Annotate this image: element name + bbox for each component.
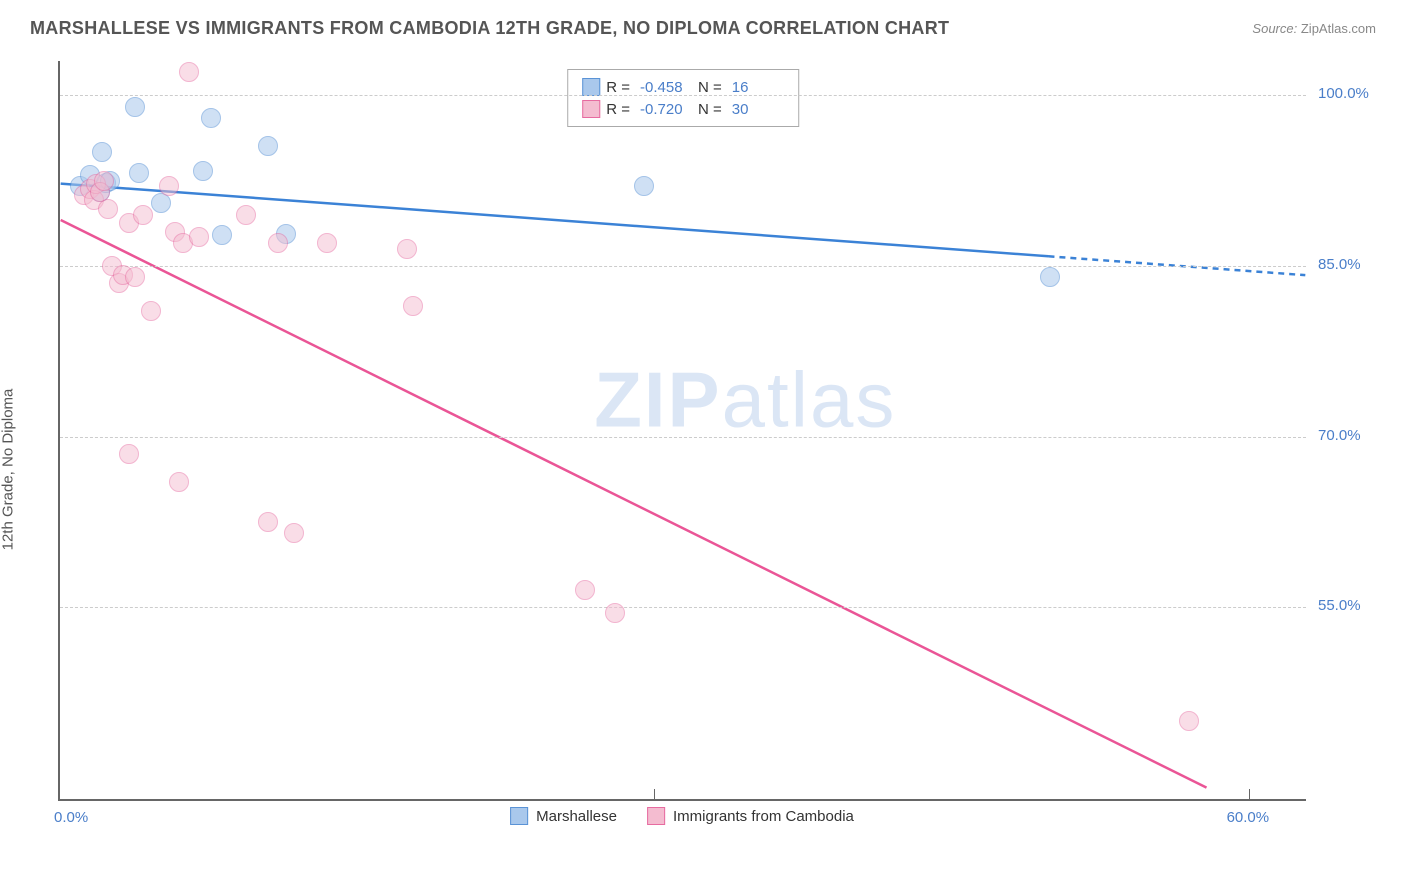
data-point <box>129 163 149 183</box>
source-label: Source: <box>1252 21 1297 36</box>
y-tick-label: 85.0% <box>1318 256 1361 273</box>
data-point <box>236 205 256 225</box>
gridline-horizontal <box>60 266 1306 267</box>
x-tick-label: 60.0% <box>1227 809 1270 826</box>
n-value: 30 <box>732 101 784 118</box>
y-axis-label: 12th Grade, No Diploma <box>0 389 17 551</box>
legend-item: Marshallese <box>510 807 617 825</box>
chart-header: MARSHALLESE VS IMMIGRANTS FROM CAMBODIA … <box>0 0 1406 51</box>
data-point <box>151 193 171 213</box>
legend-item: Immigrants from Cambodia <box>647 807 854 825</box>
data-point <box>605 603 625 623</box>
source-value: ZipAtlas.com <box>1301 21 1376 36</box>
data-point <box>397 239 417 259</box>
data-point <box>575 580 595 600</box>
n-value: 16 <box>732 79 784 96</box>
data-point <box>119 444 139 464</box>
data-point <box>258 136 278 156</box>
gridline-horizontal <box>60 95 1306 96</box>
data-point <box>317 233 337 253</box>
legend-swatch <box>582 100 600 118</box>
x-tick <box>1249 789 1250 799</box>
data-point <box>92 142 112 162</box>
r-label: R = <box>606 79 630 96</box>
data-point <box>189 227 209 247</box>
chart-source: Source: ZipAtlas.com <box>1252 21 1376 36</box>
data-point <box>193 161 213 181</box>
plot-area: ZIPatlas R = -0.458 N = 16 R = -0.720 N = 30 <box>58 61 1306 801</box>
correlation-legend: R = -0.458 N = 16 R = -0.720 N = 30 <box>567 69 799 127</box>
data-point <box>1040 267 1060 287</box>
x-tick-label: 0.0% <box>54 809 88 826</box>
data-point <box>125 267 145 287</box>
n-label: N = <box>698 79 722 96</box>
data-point <box>133 205 153 225</box>
watermark-part1: ZIP <box>594 356 721 444</box>
watermark: ZIPatlas <box>594 355 896 446</box>
gridline-horizontal <box>60 437 1306 438</box>
watermark-part2: atlas <box>722 356 897 444</box>
legend-label: Marshallese <box>536 808 617 825</box>
data-point <box>403 296 423 316</box>
data-point <box>258 512 278 532</box>
trend-lines <box>60 61 1306 799</box>
data-point <box>634 176 654 196</box>
data-point <box>1179 711 1199 731</box>
r-value: -0.720 <box>640 101 692 118</box>
correlation-row: R = -0.720 N = 30 <box>582 98 784 120</box>
series-legend: Marshallese Immigrants from Cambodia <box>510 807 854 825</box>
data-point <box>98 199 118 219</box>
r-label: R = <box>606 101 630 118</box>
y-tick-label: 55.0% <box>1318 597 1361 614</box>
legend-swatch <box>647 807 665 825</box>
legend-label: Immigrants from Cambodia <box>673 808 854 825</box>
legend-swatch <box>582 78 600 96</box>
data-point <box>125 97 145 117</box>
y-tick-label: 100.0% <box>1318 85 1369 102</box>
chart-area: 12th Grade, No Diploma ZIPatlas R = -0.45… <box>0 51 1406 871</box>
n-label: N = <box>698 101 722 118</box>
data-point <box>94 171 114 191</box>
data-point <box>284 523 304 543</box>
data-point <box>201 108 221 128</box>
data-point <box>159 176 179 196</box>
data-point <box>179 62 199 82</box>
data-point <box>268 233 288 253</box>
chart-title: MARSHALLESE VS IMMIGRANTS FROM CAMBODIA … <box>30 18 949 39</box>
data-point <box>169 472 189 492</box>
data-point <box>212 225 232 245</box>
gridline-horizontal <box>60 607 1306 608</box>
data-point <box>141 301 161 321</box>
x-tick <box>654 789 655 799</box>
y-tick-label: 70.0% <box>1318 427 1361 444</box>
r-value: -0.458 <box>640 79 692 96</box>
legend-swatch <box>510 807 528 825</box>
